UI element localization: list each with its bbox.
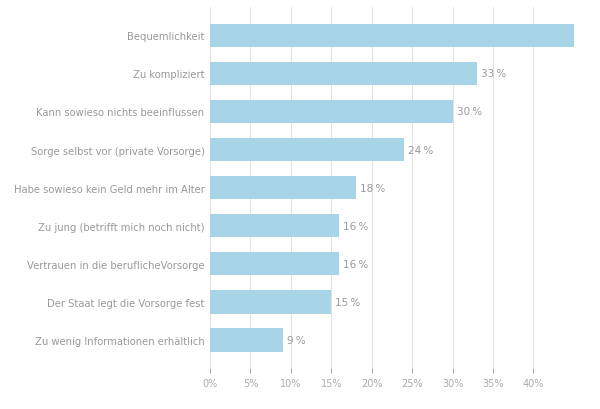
Bar [210,214,340,238]
Bar [210,138,404,162]
Bar [210,328,283,352]
Text: 24 %: 24 % [408,145,433,155]
Bar [210,290,331,314]
Text: 33 %: 33 % [481,69,506,79]
Text: 16 %: 16 % [343,259,368,269]
Text: 18 %: 18 % [359,183,385,193]
Bar [210,63,477,86]
Text: 15 %: 15 % [335,297,361,307]
Bar [210,101,452,124]
Bar [210,176,356,200]
Bar [210,252,340,276]
Bar [210,25,574,48]
Text: 30 %: 30 % [457,107,482,117]
Text: 16 %: 16 % [343,221,368,231]
Text: 9 %: 9 % [287,335,305,345]
